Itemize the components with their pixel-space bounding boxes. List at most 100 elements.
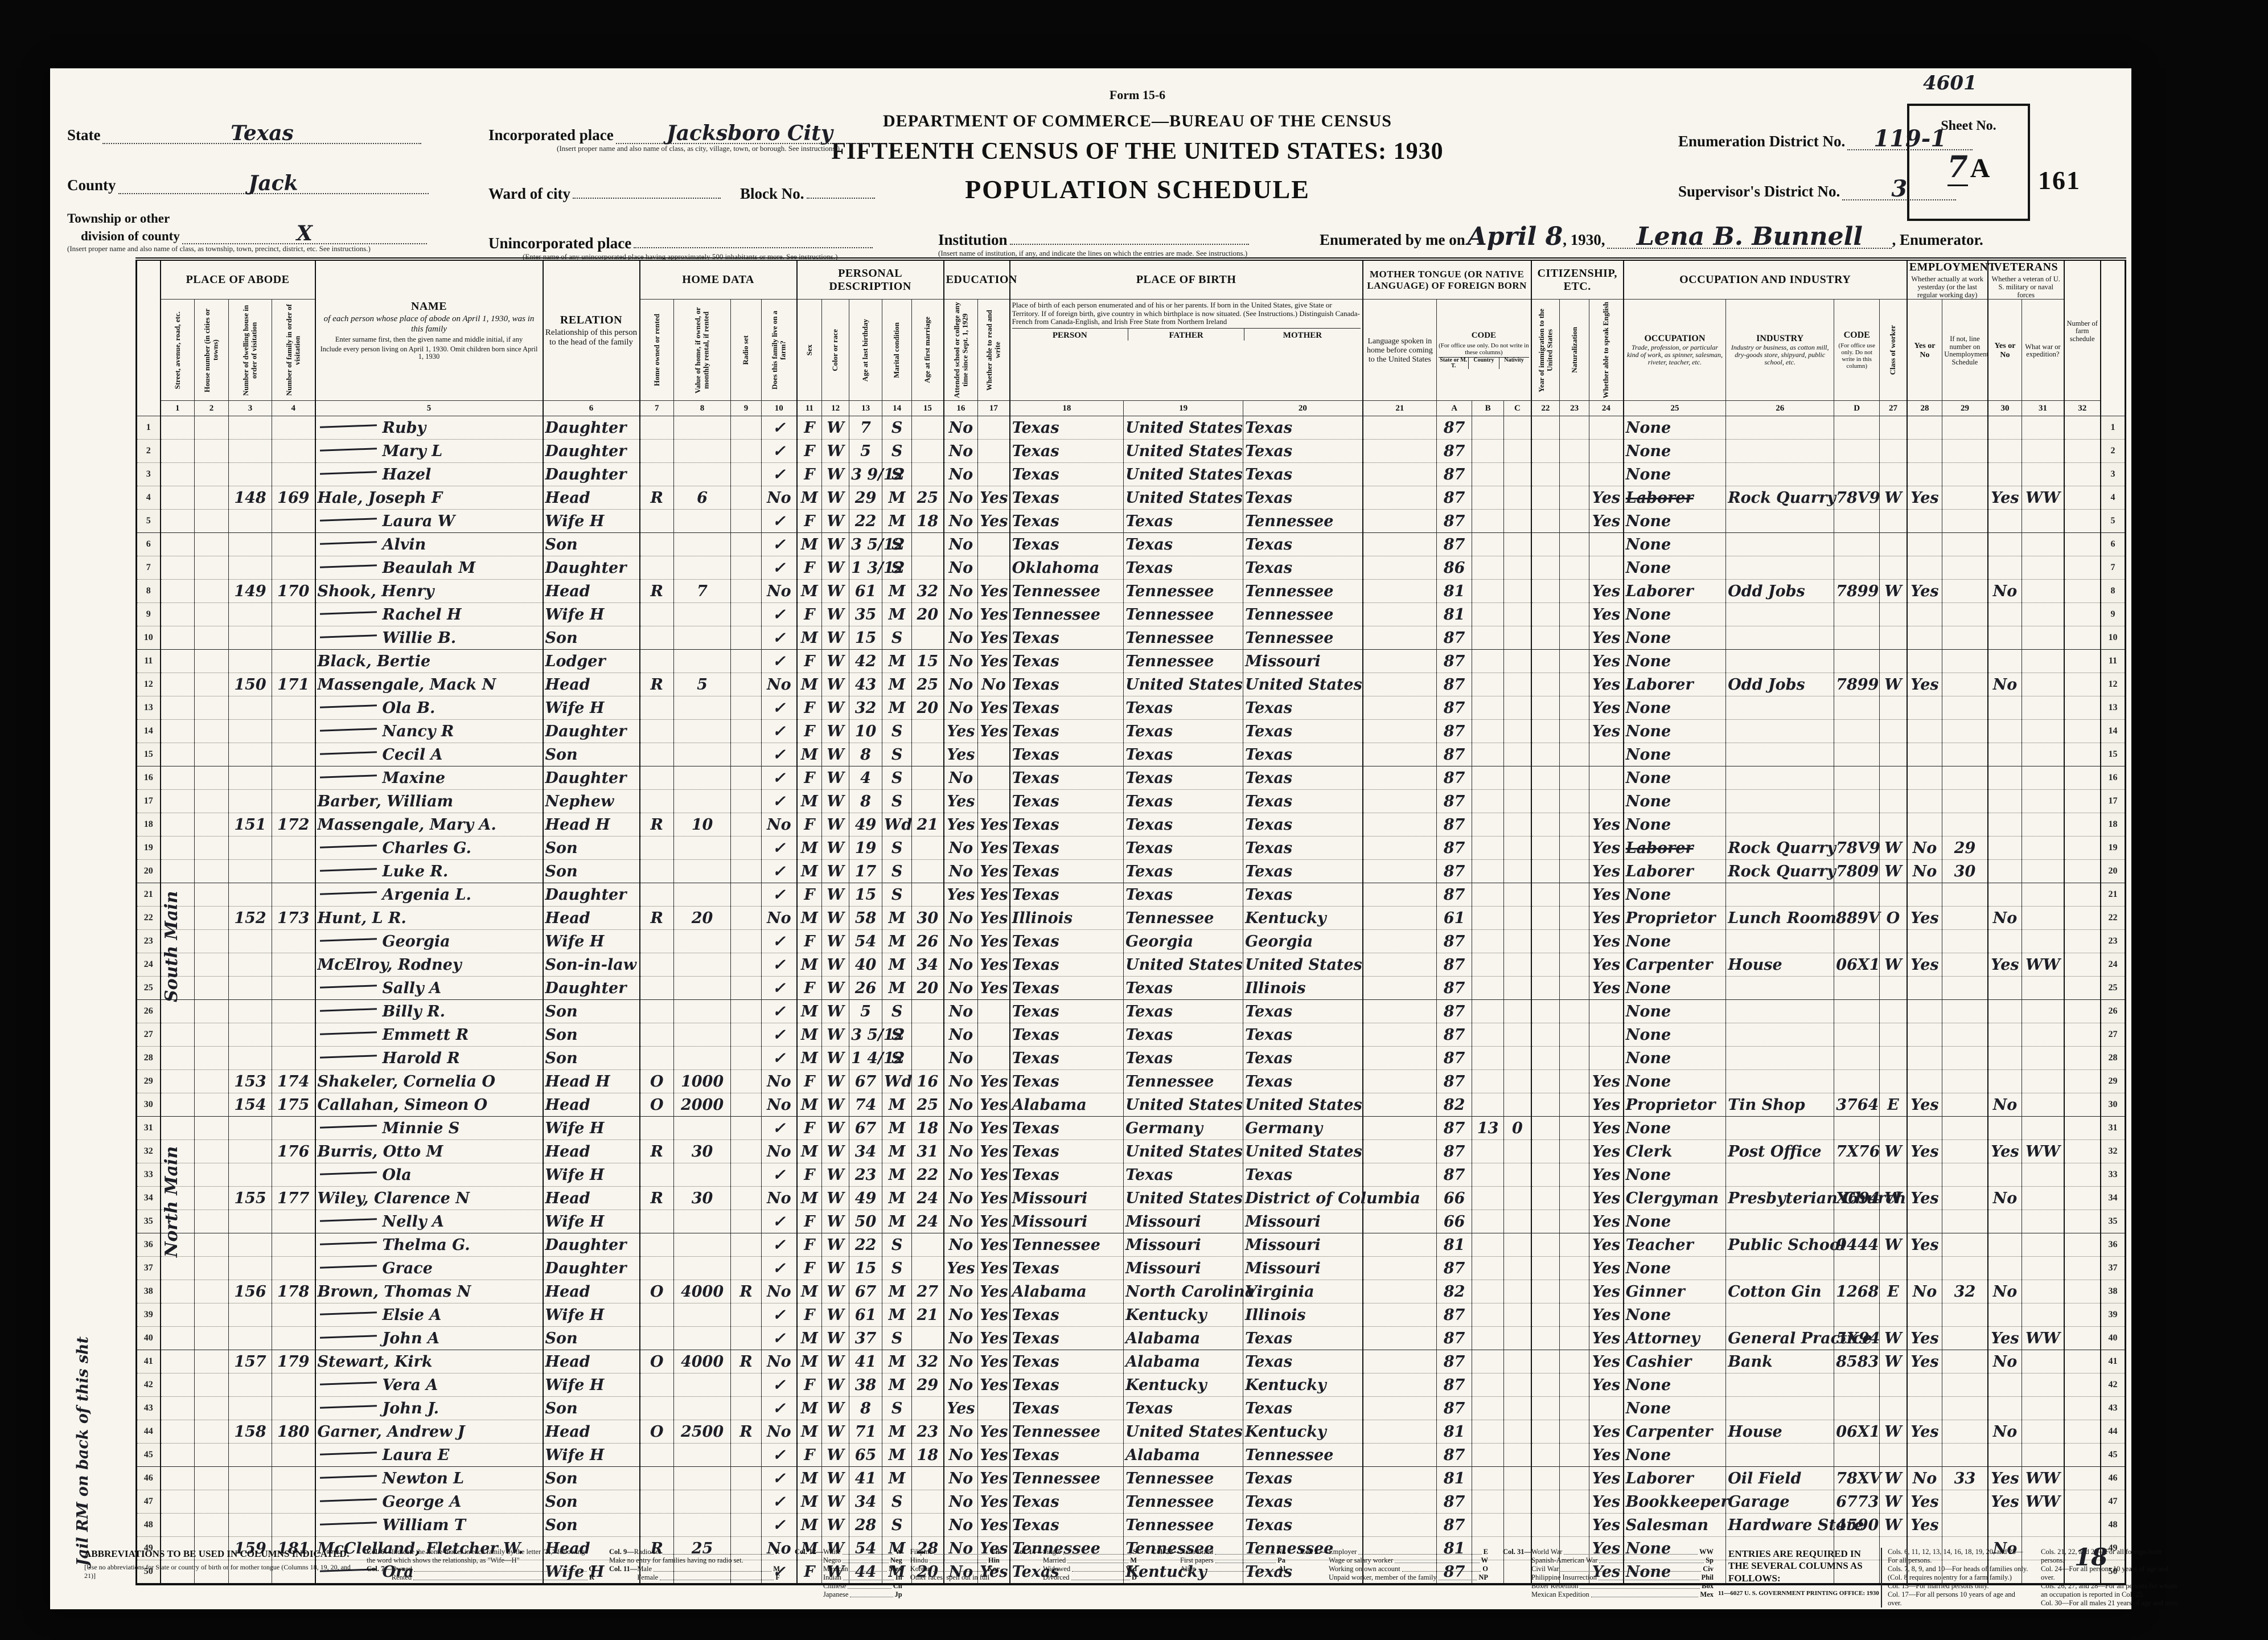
cell-unemployment-line <box>1942 1093 1988 1117</box>
cell-owned: R <box>639 1536 675 1561</box>
cell-industry <box>1725 976 1835 1001</box>
cell-ln: 32 <box>136 1139 161 1164</box>
table-row: 35 Nelly A Wife H ✓ F W 50 M 24 No Yes Missouri Miss… <box>136 1210 2126 1234</box>
cell-pob-mother: Texas <box>1243 743 1363 767</box>
cell-house <box>194 1210 229 1234</box>
cell-farm-schedule <box>2064 416 2101 440</box>
cell-veteran <box>1987 813 2023 837</box>
cell-relation: Son <box>543 626 640 650</box>
cell-pob-father: Tennessee <box>1123 906 1244 930</box>
cell-marital: Wd <box>882 813 912 837</box>
cell-read-write: Yes <box>977 1326 1010 1351</box>
cell-value: 2500 <box>673 1420 732 1444</box>
cell-ln: 38 <box>2100 1280 2126 1304</box>
cell-age-married <box>911 462 944 487</box>
cell-relation: Son <box>543 1513 640 1538</box>
cell-farm: ✓ <box>761 509 798 534</box>
ward-field: Ward of city Block No. <box>488 185 875 203</box>
cell-industry <box>1725 509 1835 534</box>
cell-pob-person: Texas <box>1009 813 1124 837</box>
table-row: 16 Maxine Daughter ✓ F W 4 S No Texas Texas Texas 87… <box>136 766 2126 790</box>
cell-name: Brown, Thomas N <box>315 1280 544 1304</box>
cell-name: Rachel H <box>315 602 544 627</box>
cell-school: No <box>943 1093 979 1117</box>
cell-language <box>1362 999 1437 1024</box>
cell-worked <box>1907 696 1943 720</box>
cell-farm: ✓ <box>761 1396 798 1421</box>
cell-class-of-worker <box>1879 976 1908 1001</box>
cell-age: 8 <box>849 743 883 767</box>
cell-english: Yes <box>1589 579 1624 604</box>
cell-farm: ✓ <box>761 766 798 790</box>
cell-ln: 9 <box>136 602 161 627</box>
cell-occupation: Salesman <box>1623 1513 1727 1538</box>
cell-code-b <box>1472 743 1505 767</box>
ditto-mark <box>319 774 377 778</box>
cell-occupation: None <box>1623 532 1727 557</box>
group-citizenship: CITIZENSHIP, ETC. <box>1531 259 1624 300</box>
cell-war <box>2022 766 2065 790</box>
cell-code-b <box>1472 1420 1505 1444</box>
cell-worked <box>1907 929 1943 954</box>
column-number: 9 <box>730 400 762 417</box>
cell-ln: 7 <box>2100 556 2126 580</box>
cell-race: W <box>821 1023 850 1047</box>
cell-farm-schedule <box>2064 1443 2101 1467</box>
cell-code-a: 87 <box>1436 789 1473 814</box>
cell-ln: 15 <box>136 743 161 767</box>
cell-age-married <box>911 556 944 580</box>
cell-code-b <box>1472 1513 1505 1538</box>
group-place-of-birth: PLACE OF BIRTH <box>1009 259 1363 300</box>
cell-age-married: 15 <box>911 649 944 674</box>
cell-owned <box>639 556 675 580</box>
cell-class-of-worker <box>1879 626 1908 650</box>
cell-family <box>271 416 316 440</box>
cell-name: Newton L <box>315 1466 544 1491</box>
cell-school: No <box>943 1233 979 1257</box>
cell-race: W <box>821 696 850 720</box>
cell-marital: S <box>882 1513 913 1538</box>
cell-marital: M <box>882 1210 913 1234</box>
cell-marital: M <box>882 1536 913 1561</box>
cell-english: Yes <box>1589 1466 1624 1491</box>
cell-language <box>1362 602 1437 627</box>
abbrev-item: Japanese Jp <box>823 1590 902 1598</box>
cell-ln: 4 <box>2100 486 2126 510</box>
cell-class-of-worker: W <box>1879 836 1908 860</box>
cell-immigration <box>1531 1256 1560 1281</box>
cell-war <box>2022 836 2065 860</box>
cell-class-of-worker <box>1879 743 1908 767</box>
cell-english: Yes <box>1589 626 1624 650</box>
cell-worked <box>1907 719 1943 744</box>
abbrev-item: Married M <box>1043 1556 1137 1564</box>
cell-sex: M <box>796 1466 823 1491</box>
cell-code-b <box>1472 813 1505 837</box>
cell-pob-mother: Tennessee <box>1243 626 1363 650</box>
cell-age-married <box>911 1023 944 1047</box>
cell-name: Garner, Andrew J <box>315 1420 544 1444</box>
cell-family <box>271 1256 316 1281</box>
cell-value <box>673 1116 732 1141</box>
cell-code-a: 87 <box>1436 1490 1473 1514</box>
ditto-mark <box>319 1241 377 1245</box>
cell-farm-schedule <box>2064 743 2101 767</box>
cell-naturalization <box>1559 1046 1590 1071</box>
cell-sex: M <box>796 1280 823 1304</box>
cell-sex: M <box>796 1396 823 1421</box>
cell-owned <box>639 1466 675 1491</box>
table-row: 40 John A Son ✓ M W 37 S No Yes Texas Alabama Texas 8… <box>136 1326 2126 1351</box>
table-row: 2 Mary L Daughter ✓ F W 5 S No Texas United States… <box>136 439 2126 464</box>
cell-relation: Son <box>543 1046 640 1071</box>
cell-pob-person: Texas <box>1009 1256 1124 1281</box>
cell-farm-schedule <box>2064 1186 2101 1211</box>
cell-farm: No <box>761 1350 798 1374</box>
cell-radio <box>730 602 762 627</box>
abbrev-item: Rented R <box>391 1573 594 1581</box>
cell-code-b <box>1472 439 1505 464</box>
cell-language <box>1362 486 1437 510</box>
cell-street <box>160 1116 195 1141</box>
cell-age-married: 20 <box>911 976 944 1001</box>
cell-age: 67 <box>849 1069 883 1094</box>
cell-pob-person: Texas <box>1009 1443 1124 1467</box>
cell-school: No <box>943 1210 979 1234</box>
